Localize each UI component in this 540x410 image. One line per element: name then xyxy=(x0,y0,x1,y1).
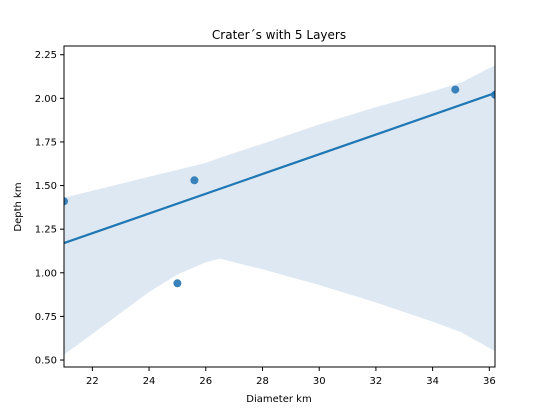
x-tick-label: 34 xyxy=(426,376,439,387)
x-axis-label: Diameter km xyxy=(246,394,311,405)
y-tick-label: 1.75 xyxy=(35,137,57,148)
plot-area xyxy=(64,65,495,355)
x-tick-label: 22 xyxy=(86,376,99,387)
chart-title: Crater´s with 5 Layers xyxy=(212,28,346,42)
y-tick-label: 1.00 xyxy=(35,268,57,279)
y-axis-label: Depth km xyxy=(13,182,24,231)
confidence-band xyxy=(64,65,495,355)
data-point-4 xyxy=(451,85,460,94)
y-axis: 0.50 0.75 1.00 1.25 1.50 1.75 2.00 2.25 xyxy=(35,50,64,367)
x-tick-label: 32 xyxy=(370,376,383,387)
data-point-3 xyxy=(190,176,199,185)
x-tick-label: 28 xyxy=(256,376,269,387)
x-tick-label: 24 xyxy=(143,376,156,387)
x-tick-label: 30 xyxy=(313,376,326,387)
y-tick-label: 2.00 xyxy=(35,94,57,105)
x-tick-label: 36 xyxy=(483,376,496,387)
y-tick-label: 2.25 xyxy=(35,50,57,61)
plot-frame xyxy=(63,45,496,368)
x-axis: 22 24 26 28 30 32 34 36 xyxy=(86,367,496,387)
y-tick-label: 0.75 xyxy=(35,312,57,323)
data-point-2 xyxy=(173,279,182,288)
regression-line xyxy=(64,92,495,245)
y-tick-label: 1.25 xyxy=(35,225,57,236)
y-tick-label: 0.50 xyxy=(35,356,57,367)
y-tick-label: 1.50 xyxy=(35,181,57,192)
x-tick-label: 26 xyxy=(199,376,212,387)
data-point-1 xyxy=(64,197,68,206)
